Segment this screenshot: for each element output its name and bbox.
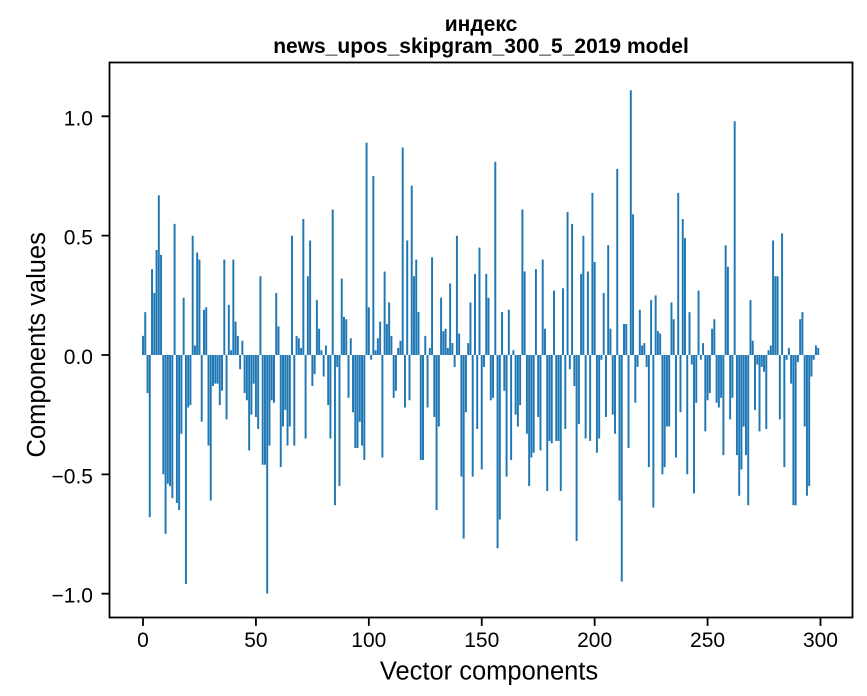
svg-text:300: 300 [803, 629, 838, 652]
svg-text:0.5: 0.5 [64, 227, 93, 250]
svg-text:−1.0: −1.0 [52, 585, 93, 608]
svg-text:50: 50 [244, 629, 267, 652]
svg-text:0: 0 [137, 629, 149, 652]
svg-text:−0.5: −0.5 [52, 465, 93, 488]
svg-text:250: 250 [690, 629, 725, 652]
svg-text:0.0: 0.0 [64, 346, 93, 369]
svg-text:индекс: индекс [445, 13, 518, 36]
svg-text:100: 100 [351, 629, 386, 652]
svg-text:150: 150 [464, 629, 499, 652]
svg-text:Components values: Components values [23, 232, 51, 457]
svg-text:1.0: 1.0 [64, 107, 93, 130]
svg-text:news_upos_skipgram_300_5_2019: news_upos_skipgram_300_5_2019 model [273, 35, 689, 58]
svg-text:200: 200 [577, 629, 612, 652]
svg-text:Vector components: Vector components [380, 658, 598, 686]
